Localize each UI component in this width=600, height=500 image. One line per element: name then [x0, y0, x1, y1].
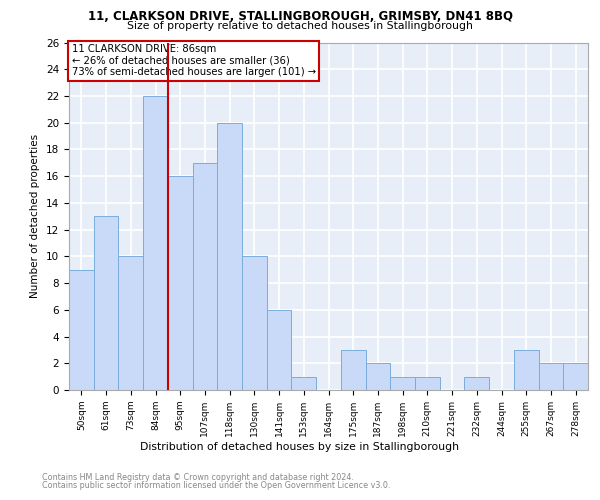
Text: Size of property relative to detached houses in Stallingborough: Size of property relative to detached ho… — [127, 21, 473, 31]
Bar — [242, 256, 267, 390]
Bar — [464, 376, 489, 390]
Bar — [118, 256, 143, 390]
Bar — [217, 122, 242, 390]
Bar — [341, 350, 365, 390]
Text: 11, CLARKSON DRIVE, STALLINGBOROUGH, GRIMSBY, DN41 8BQ: 11, CLARKSON DRIVE, STALLINGBOROUGH, GRI… — [88, 10, 512, 23]
Bar — [514, 350, 539, 390]
Text: 11 CLARKSON DRIVE: 86sqm
← 26% of detached houses are smaller (36)
73% of semi-d: 11 CLARKSON DRIVE: 86sqm ← 26% of detach… — [71, 44, 316, 78]
Text: Contains public sector information licensed under the Open Government Licence v3: Contains public sector information licen… — [42, 481, 391, 490]
Bar — [365, 364, 390, 390]
Text: Distribution of detached houses by size in Stallingborough: Distribution of detached houses by size … — [140, 442, 460, 452]
Y-axis label: Number of detached properties: Number of detached properties — [31, 134, 40, 298]
Bar — [539, 364, 563, 390]
Bar — [94, 216, 118, 390]
Bar — [390, 376, 415, 390]
Bar — [563, 364, 588, 390]
Bar — [143, 96, 168, 390]
Bar — [69, 270, 94, 390]
Bar — [168, 176, 193, 390]
Bar — [267, 310, 292, 390]
Bar — [193, 163, 217, 390]
Bar — [292, 376, 316, 390]
Bar — [415, 376, 440, 390]
Text: Contains HM Land Registry data © Crown copyright and database right 2024.: Contains HM Land Registry data © Crown c… — [42, 472, 354, 482]
